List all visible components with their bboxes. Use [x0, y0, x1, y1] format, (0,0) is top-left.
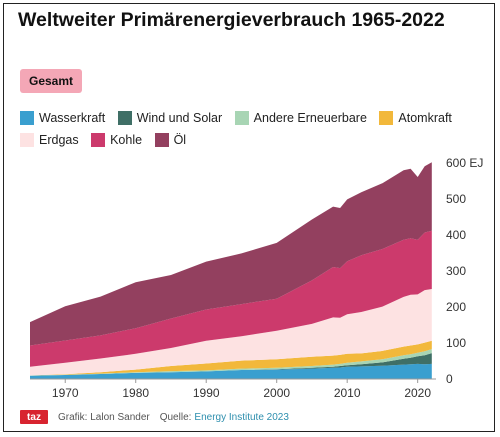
legend-swatch — [20, 133, 34, 147]
chart-title: Weltweiter Primärenergieverbrauch 1965-2… — [18, 9, 445, 31]
source-label: Quelle: — [159, 411, 192, 423]
legend-label: Atomkraft — [398, 111, 452, 125]
area-kohle — [30, 230, 432, 367]
legend-label: Andere Erneuerbare — [253, 111, 367, 125]
source-link[interactable]: Energy Institute 2023 — [194, 411, 289, 423]
area-atomkraft — [30, 340, 432, 376]
legend-swatch — [20, 111, 34, 125]
legend-label: Wind und Solar — [136, 111, 223, 125]
taz-logo: taz — [20, 410, 48, 424]
x-tick-label: 2010 — [334, 386, 361, 400]
legend-swatch — [117, 111, 132, 125]
area-öl — [30, 162, 432, 346]
legend: Wasserkraft Wind und Solar Andere Erneue… — [20, 108, 480, 152]
legend-label: Öl — [173, 133, 187, 147]
legend-item-oel: Öl — [154, 130, 187, 150]
legend-label: Wasserkraft — [39, 111, 106, 125]
area-wasserkraft — [30, 363, 432, 379]
y-tick-label: 200 — [446, 300, 466, 314]
area-erdgas — [30, 289, 432, 376]
total-badge[interactable]: Gesamt — [20, 69, 83, 93]
legend-swatch — [234, 111, 249, 125]
x-tick-label: 1990 — [193, 386, 220, 400]
x-tick-label: 2020 — [404, 386, 431, 400]
legend-item-erdgas: Erdgas — [20, 130, 79, 150]
legend-swatch — [91, 133, 106, 147]
legend-item-wind-solar: Wind und Solar — [117, 108, 223, 128]
y-tick-label: 600 EJ — [446, 156, 483, 170]
x-tick-label: 1980 — [122, 386, 149, 400]
legend-item-wasserkraft: Wasserkraft — [20, 108, 105, 128]
legend-row-2: Erdgas Kohle Öl — [20, 130, 480, 152]
legend-label: Erdgas — [39, 133, 79, 147]
legend-item-kohle: Kohle — [91, 130, 142, 150]
footer: taz Grafik: Lalon Sander Quelle: Energy … — [20, 410, 289, 424]
y-tick-label: 100 — [446, 336, 466, 350]
legend-swatch — [379, 111, 394, 125]
legend-swatch — [154, 133, 169, 147]
legend-item-andere: Andere Erneuerbare — [234, 108, 367, 128]
y-tick-label: 400 — [446, 228, 466, 242]
legend-item-atomkraft: Atomkraft — [379, 108, 452, 128]
y-tick-label: 300 — [446, 264, 466, 278]
legend-label: Kohle — [110, 133, 143, 147]
y-tick-label: 0 — [446, 372, 453, 386]
credit-text: Grafik: Lalon Sander — [58, 411, 150, 423]
legend-row-1: Wasserkraft Wind und Solar Andere Erneue… — [20, 108, 480, 130]
area-andere-erneuerbare — [30, 349, 432, 376]
y-tick-label: 500 — [446, 192, 466, 206]
x-tick-label: 2000 — [263, 386, 290, 400]
x-tick-label: 1970 — [52, 386, 79, 400]
